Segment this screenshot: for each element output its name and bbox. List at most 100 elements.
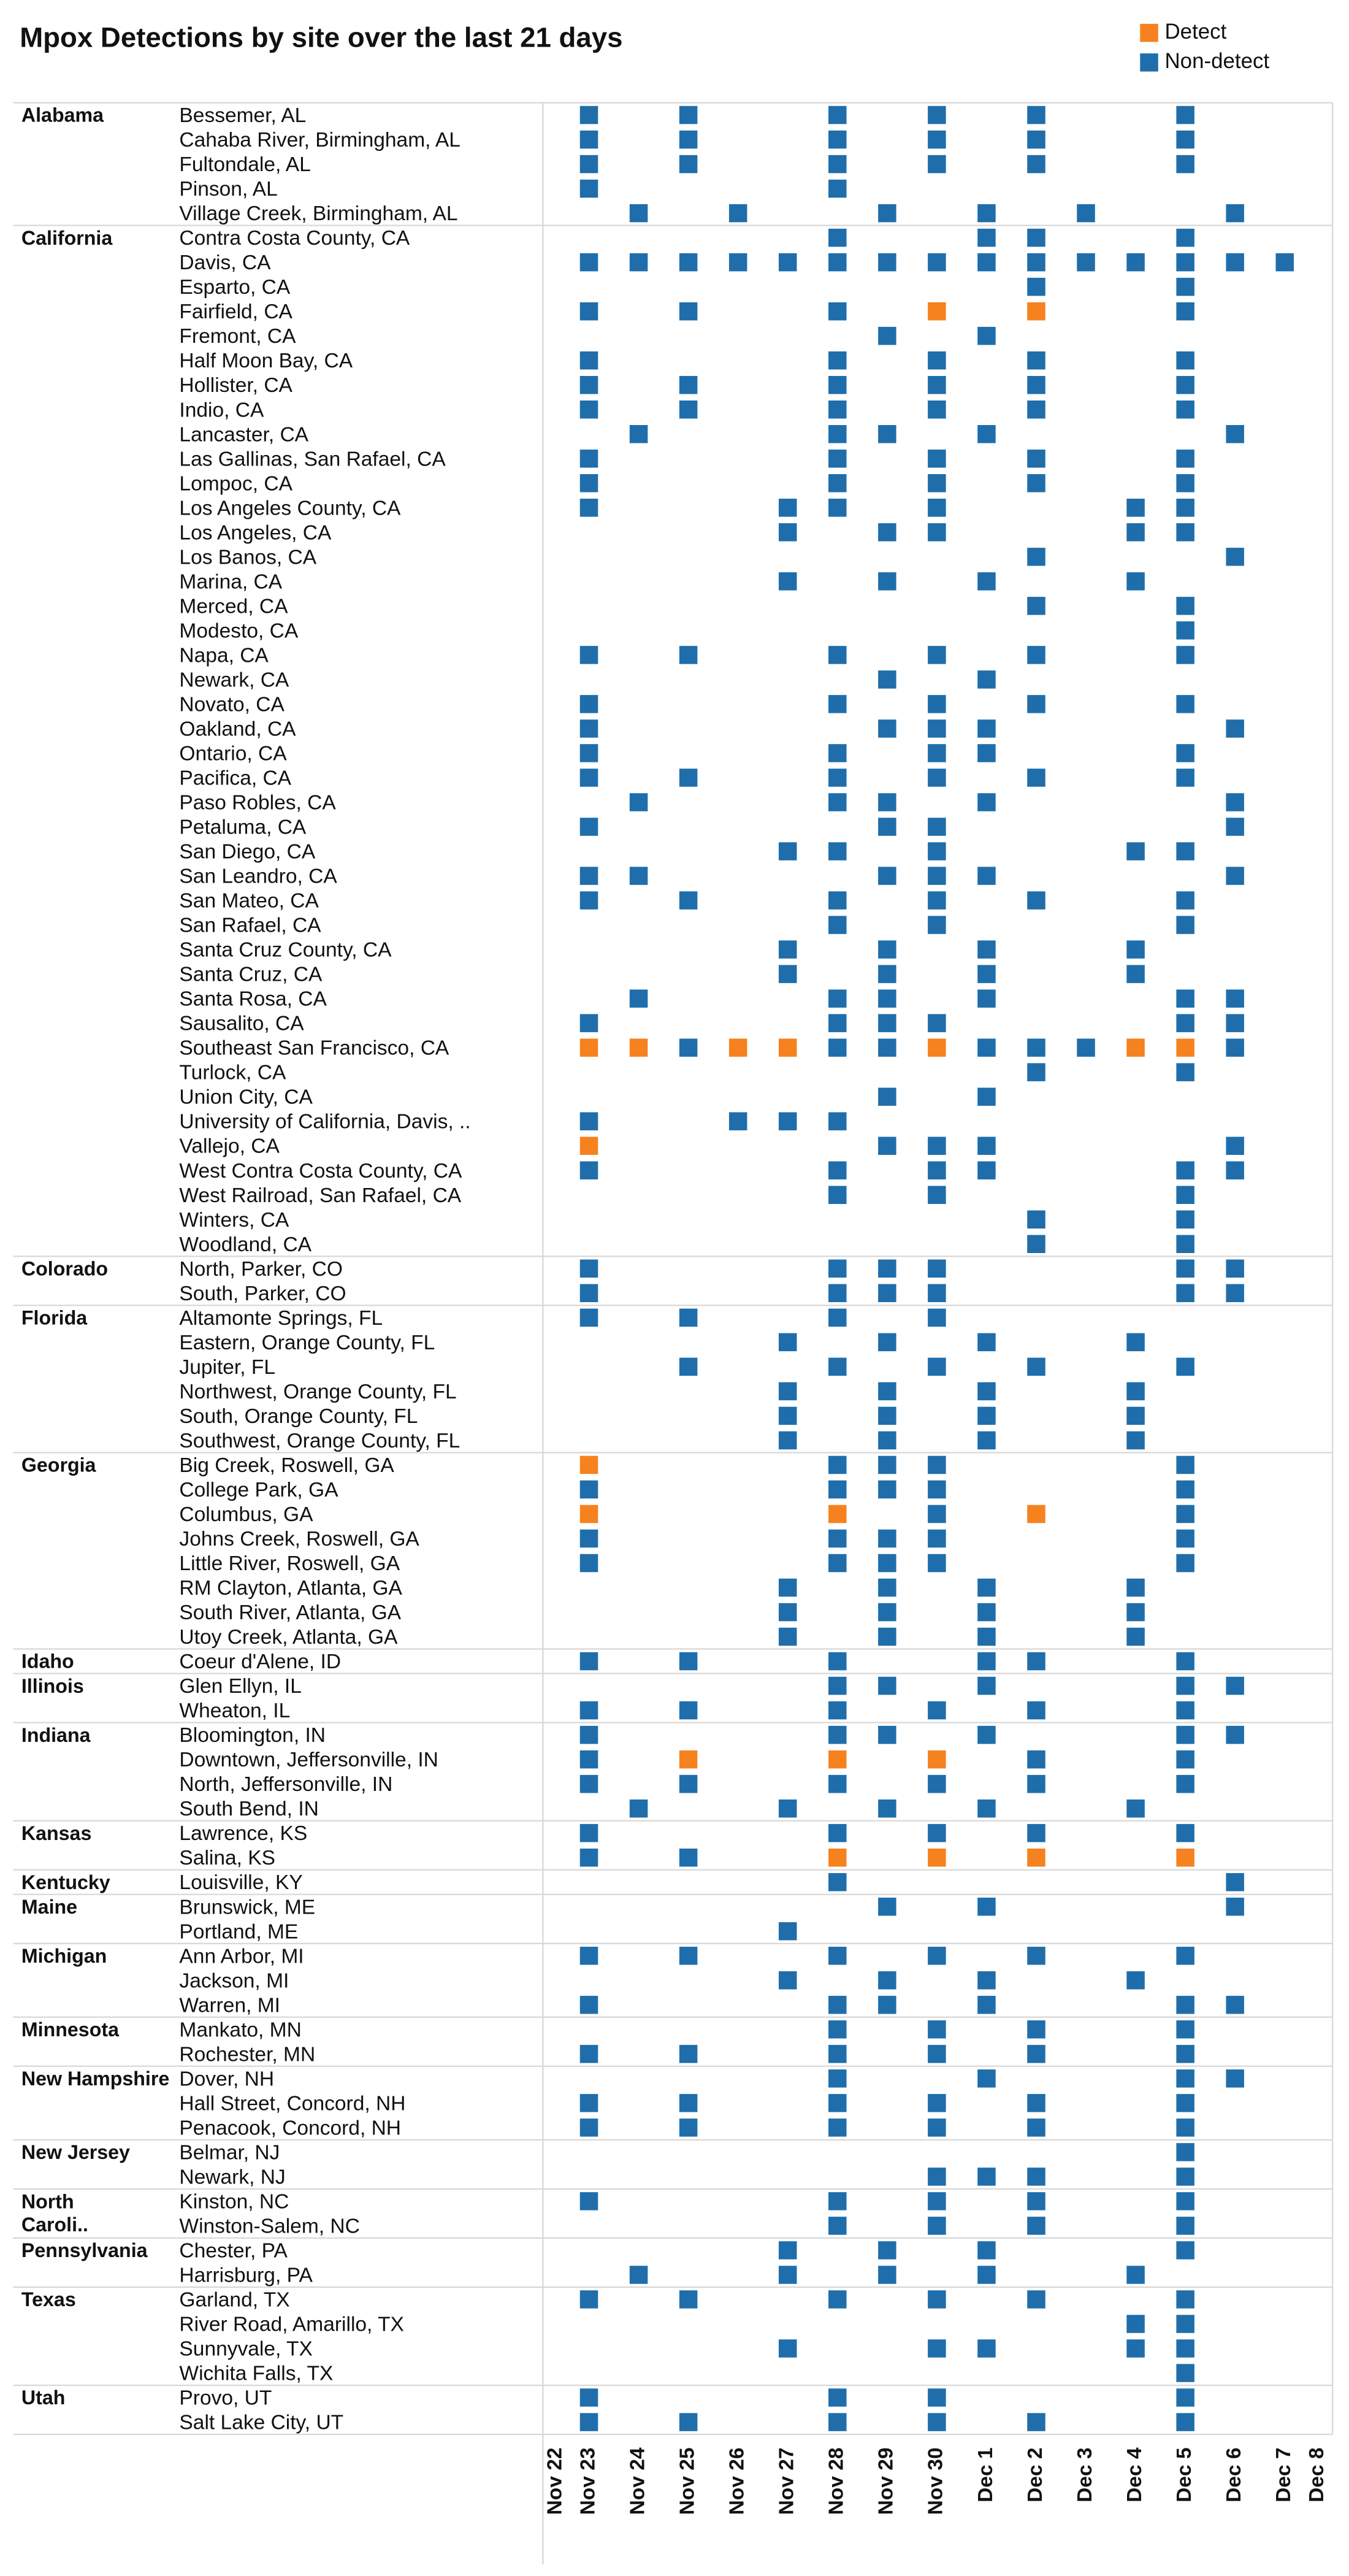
non-detect-mark [977,2241,996,2260]
non-detect-mark [579,2094,598,2112]
detect-mark [828,1505,847,1524]
site-label: South, Orange County, FL [179,1405,418,1428]
site-label: Bessemer, AL [179,104,306,127]
non-detect-mark [828,105,847,125]
non-detect-mark [1077,204,1095,223]
non-detect-mark [778,965,797,983]
non-detect-mark [679,1038,698,1057]
non-detect-mark [1027,2020,1045,2039]
non-detect-mark [878,1897,896,1916]
site-label: San Leandro, CA [179,865,337,888]
detect-mark [928,1848,946,1867]
non-detect-mark [679,769,698,787]
non-detect-mark [1027,695,1045,713]
non-detect-mark [1027,1774,1045,1793]
non-detect-mark [1226,1161,1244,1179]
non-detect-mark [828,1455,847,1474]
non-detect-mark [828,1308,847,1327]
site-label: Napa, CA [179,644,269,667]
non-detect-mark [629,204,648,223]
non-detect-mark [977,204,996,223]
non-detect-mark [1176,2315,1194,2333]
state-label: Alabama [21,104,104,126]
non-detect-mark [1176,130,1194,149]
non-detect-mark [1176,1996,1194,2014]
non-detect-mark [1176,450,1194,468]
site-label: Santa Cruz, CA [179,964,323,986]
non-detect-mark [778,1603,797,1622]
detect-mark [579,1038,598,1057]
site-label: Hall Street, Concord, NH [179,2092,405,2115]
non-detect-mark [828,1161,847,1179]
state-label: New Hampshire [21,2068,169,2090]
non-detect-mark [977,1725,996,1744]
non-detect-mark [1176,916,1194,934]
non-detect-mark [679,400,698,419]
non-detect-mark [579,1848,598,1867]
state-label: Illinois [21,1675,84,1697]
non-detect-mark [579,130,598,149]
non-detect-mark [1176,2290,1194,2309]
non-detect-mark [878,326,896,345]
legend-swatch [1140,23,1158,42]
non-detect-mark [1126,1627,1145,1646]
non-detect-mark [828,1947,847,1965]
non-detect-mark [1176,2241,1194,2260]
non-detect-mark [1176,1725,1194,1744]
non-detect-mark [579,695,598,713]
non-detect-mark [828,130,847,149]
non-detect-mark [1226,1014,1244,1032]
non-detect-mark [928,2339,946,2358]
non-detect-mark [1027,548,1045,566]
non-detect-mark [828,2020,847,2039]
non-detect-mark [1176,2045,1194,2063]
non-detect-mark [629,793,648,811]
site-label: Merced, CA [179,595,288,618]
non-detect-mark [1126,2315,1145,2333]
non-detect-mark [878,670,896,689]
non-detect-mark [977,1161,996,1179]
non-detect-mark [828,351,847,370]
site-label: Jupiter, FL [179,1356,275,1379]
non-detect-mark [1126,1406,1145,1425]
non-detect-mark [1126,1578,1145,1597]
non-detect-mark [977,989,996,1008]
site-label: Winston-Salem, NC [179,2215,359,2238]
non-detect-mark [1226,1284,1244,1303]
non-detect-mark [878,1382,896,1401]
site-label: Jackson, MI [179,1969,289,1992]
non-detect-mark [1176,1186,1194,1204]
x-tick-label: Nov 29 [875,2448,898,2515]
non-detect-mark [977,1676,996,1695]
non-detect-mark [1027,2094,1045,2112]
site-label: Santa Rosa, CA [179,988,327,1011]
non-detect-mark [1126,2266,1145,2284]
non-detect-mark [1176,1774,1194,1793]
site-label: Paso Robles, CA [179,792,336,815]
site-label: South Bend, IN [179,1798,318,1820]
x-tick-label: Dec 4 [1123,2447,1146,2502]
state-label: Michigan [21,1945,107,1967]
state-label: Florida [21,1307,88,1329]
non-detect-mark [878,425,896,443]
detect-mark [778,1038,797,1057]
site-label: Esparto, CA [179,276,290,299]
site-label: Los Banos, CA [179,546,316,569]
non-detect-mark [778,2241,797,2260]
non-detect-mark [1176,744,1194,762]
site-label: Sausalito, CA [179,1013,304,1035]
non-detect-mark [878,965,896,983]
non-detect-mark [1176,351,1194,370]
site-label: North, Jeffersonville, IN [179,1773,392,1796]
non-detect-mark [928,2413,946,2431]
non-detect-mark [977,1652,996,1671]
non-detect-mark [828,253,847,272]
non-detect-mark [828,155,847,174]
non-detect-mark [928,1529,946,1548]
non-detect-mark [928,375,946,394]
non-detect-mark [977,1603,996,1622]
non-detect-mark [928,1161,946,1179]
non-detect-mark [1176,302,1194,321]
non-detect-mark [579,253,598,272]
non-detect-mark [977,2266,996,2284]
